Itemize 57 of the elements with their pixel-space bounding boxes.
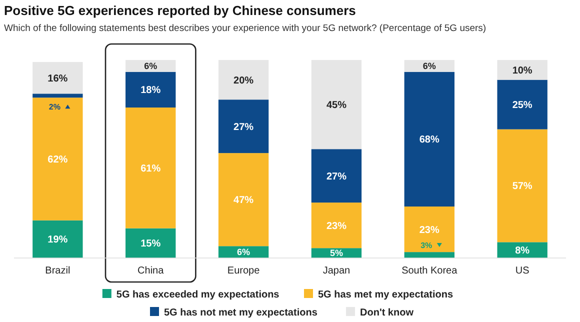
- data-label: 61%: [140, 163, 161, 174]
- legend-label: 5G has not met my expectations: [164, 308, 318, 318]
- x-tick-label: Europe: [227, 266, 260, 276]
- bar: [311, 202, 362, 248]
- data-label: 62%: [48, 154, 68, 166]
- bar: [497, 80, 548, 130]
- data-label: 8%: [515, 246, 530, 257]
- data-label: 6%: [422, 61, 436, 72]
- data-label: 47%: [234, 195, 254, 206]
- bar: [218, 100, 269, 154]
- x-tick-label: China: [138, 266, 164, 276]
- legend-label: 5G has met my expectations: [318, 290, 454, 300]
- bar: [311, 149, 362, 203]
- x-tick-label: South Korea: [402, 266, 458, 276]
- bar: [32, 62, 83, 94]
- chart-subtitle: Which of the following statements best describes your experience with your 5G network? (Percentage of 5G users): [4, 23, 486, 34]
- bar: [126, 60, 176, 72]
- data-label: 16%: [48, 73, 68, 84]
- x-tick-label: Japan: [322, 266, 350, 276]
- bar: [497, 129, 548, 242]
- legend-label: 5G has exceeded my expectations: [116, 290, 280, 300]
- data-label: 6%: [144, 61, 158, 72]
- bar: [311, 60, 362, 150]
- x-tick-label: US: [515, 266, 530, 276]
- bar: [32, 220, 83, 258]
- data-label: 19%: [48, 234, 68, 246]
- data-label: 6%: [237, 247, 250, 258]
- bar: [126, 108, 176, 228]
- data-label: 2%: [48, 102, 60, 112]
- data-label: 18%: [140, 85, 161, 96]
- bar: [404, 60, 454, 72]
- data-label: 27%: [234, 122, 254, 133]
- data-label: 15%: [140, 238, 161, 250]
- data-label: 25%: [512, 100, 532, 112]
- data-label: 68%: [419, 134, 440, 146]
- bar: [404, 206, 454, 252]
- chart-title: Positive 5G experiences reported by Chinese consumers: [4, 3, 356, 18]
- bar: [126, 228, 176, 258]
- data-label: 3%: [420, 240, 432, 250]
- bar: [32, 94, 83, 98]
- data-label: 23%: [326, 220, 347, 232]
- data-label: 10%: [512, 65, 532, 76]
- bar: [32, 98, 83, 220]
- bar: [404, 72, 454, 207]
- data-label: 23%: [419, 224, 440, 236]
- bar: [218, 60, 269, 100]
- bar: [126, 72, 176, 108]
- data-label: 27%: [326, 171, 347, 182]
- bar: [497, 60, 548, 80]
- data-label: 20%: [234, 75, 254, 86]
- data-label: 5%: [330, 248, 343, 258]
- bar: [404, 252, 454, 258]
- data-label: 57%: [512, 181, 532, 192]
- legend-label: Don't know: [360, 308, 414, 318]
- data-label: 45%: [326, 100, 347, 112]
- bar: [218, 153, 269, 246]
- x-tick-label: Brazil: [45, 266, 70, 276]
